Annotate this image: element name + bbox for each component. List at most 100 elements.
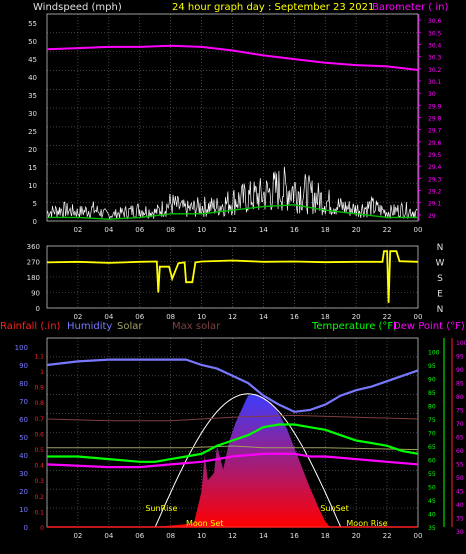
annotation-moon-rise: Moon Rise [346,519,387,528]
dew-point-tick-label: 70 [456,421,464,428]
windspeed-tick-label: 10 [28,182,37,190]
windspeed-tick-label: 5 [33,200,37,208]
climate-panel-x-tick-label: 12 [228,532,237,540]
barometer-tick-label: 29.7 [428,128,442,135]
wind-panel-x-tick-label: 04 [104,226,113,234]
direction-panel-x-tick-label: 06 [135,313,144,321]
wind-panel-x-tick-label: 22 [383,226,392,234]
wind-average-series [47,204,418,220]
rainfall-label: Rainfall (.in) [0,321,61,332]
humidity-tick-label: 60 [19,416,28,424]
rainfall-tick-label: 0.3 [34,478,44,485]
barometer-tick-label: 30.5 [428,30,442,37]
barometer-tick-label: 29.4 [428,164,442,171]
dew-point-tick-label: 60 [456,448,464,455]
windspeed-axis-label: Windspeed (mph) [33,2,122,13]
climate-panel-x-tick-label: 06 [135,532,144,540]
humidity-label: Humidity [67,321,112,332]
temperature-tick-label: 40 [428,512,436,519]
humidity-series [46,358,419,413]
solar-label: Solar [117,321,143,332]
climate-panel-x-tick-label: 16 [290,532,299,540]
barometer-tick-label: 29.6 [428,140,442,147]
wind-panel-x-tick-label: 02 [73,226,82,234]
barometer-tick-label: 29.9 [428,103,442,110]
temperature-tick-label: 45 [428,498,436,505]
compass-label: N [437,243,444,253]
compass-label: W [436,259,445,269]
dew-point-tick-label: 80 [456,394,464,401]
max-solar-series [46,414,419,422]
windspeed-tick-label: 15 [28,164,37,172]
barometer-tick-label: 30.1 [428,79,442,86]
rainfall-tick-label: 0.1 [34,509,44,516]
humidity-tick-label: 70 [19,398,28,406]
climate-panel-x-tick-label: 10 [197,532,206,540]
rainfall-tick-label: 0.5 [34,447,44,454]
direction-panel-x-tick-label: 22 [383,313,392,321]
solar-radiation-area [155,393,330,527]
humidity-tick-label: 30 [19,470,28,478]
barometer-tick-label: 29.8 [428,116,442,123]
chart-title: 24 hour graph day : September 23 2021 [172,2,374,13]
rainfall-tick-label: 0.9 [34,385,44,392]
windspeed-tick-label: 50 [28,38,37,46]
rainfall-tick-label: 0.6 [34,431,44,438]
wind-panel-x-tick-label: 20 [352,226,361,234]
windspeed-tick-label: 40 [28,74,37,82]
wind-panel-x-tick-label: 00 [414,226,423,234]
dew-point-tick-label: 75 [456,408,464,415]
direction-panel-x-tick-label: 04 [104,313,113,321]
temperature-tick-label: 90 [428,377,436,384]
windspeed-tick-label: 35 [28,92,37,100]
direction-panel-x-tick-label: 16 [290,313,299,321]
wind-panel-x-tick-label: 12 [228,226,237,234]
dew-point-label: Dew Point (°F) [393,321,465,332]
temperature-tick-label: 100 [428,350,440,357]
temperature-tick-label: 35 [428,525,436,532]
direction-panel-plot-frame [46,245,419,309]
windspeed-tick-label: 20 [28,146,37,154]
max-solar-label: Max solar [172,321,221,332]
direction-panel-x-tick-label: 12 [228,313,237,321]
climate-panel-x-tick-label: 20 [352,532,361,540]
temperature-tick-label: 50 [428,485,436,492]
climate-panel-x-tick-label: 00 [414,532,423,540]
dew-point-tick-label: 90 [456,367,464,374]
wind-panel-x-tick-label: 10 [197,226,206,234]
temperature-tick-label: 95 [428,363,436,370]
humidity-tick-label: 10 [19,506,28,514]
humidity-tick-label: 100 [15,344,28,352]
barometer-tick-label: 29.1 [428,201,442,208]
direction-panel-x-tick-label: 08 [166,313,175,321]
barometer-axis-label: Barometer ( in) [372,2,448,13]
barometer-tick-label: 30.4 [428,42,442,49]
temperature-series [47,423,419,463]
barometer-tick-label: 30.6 [428,18,442,25]
temperature-tick-label: 80 [428,404,436,411]
windspeed-tick-label: 30 [28,110,37,118]
dew-point-tick-label: 55 [456,462,464,469]
temperature-tick-label: 75 [428,417,436,424]
solar-series [47,445,419,451]
annotation-sunrise: SunRise [145,504,177,513]
dew-point-tick-label: 65 [456,435,464,442]
barometer-tick-label: 30.3 [428,55,442,62]
windspeed-tick-label: 0 [33,218,37,226]
temperature-label: Temperature (°F) [311,321,397,332]
compass-label: N [437,305,444,315]
windspeed-tick-label: 25 [28,128,37,136]
climate-panel-x-tick-label: 18 [321,532,330,540]
barometer-tick-label: 29.2 [428,189,442,196]
wind-panel-x-tick-label: 14 [259,226,268,234]
direction-tick-label: 270 [27,259,40,267]
dew-point-tick-label: 50 [456,475,464,482]
compass-label: E [437,290,443,300]
humidity-tick-label: 0 [24,524,28,532]
barometer-tick-label: 29.5 [428,152,442,159]
annotation-moon-set: Moon Set [186,519,223,528]
temperature-tick-label: 70 [428,431,436,438]
direction-panel-x-tick-label: 18 [321,313,330,321]
humidity-tick-label: 80 [19,380,28,388]
dew-point-tick-label: 35 [456,516,464,523]
